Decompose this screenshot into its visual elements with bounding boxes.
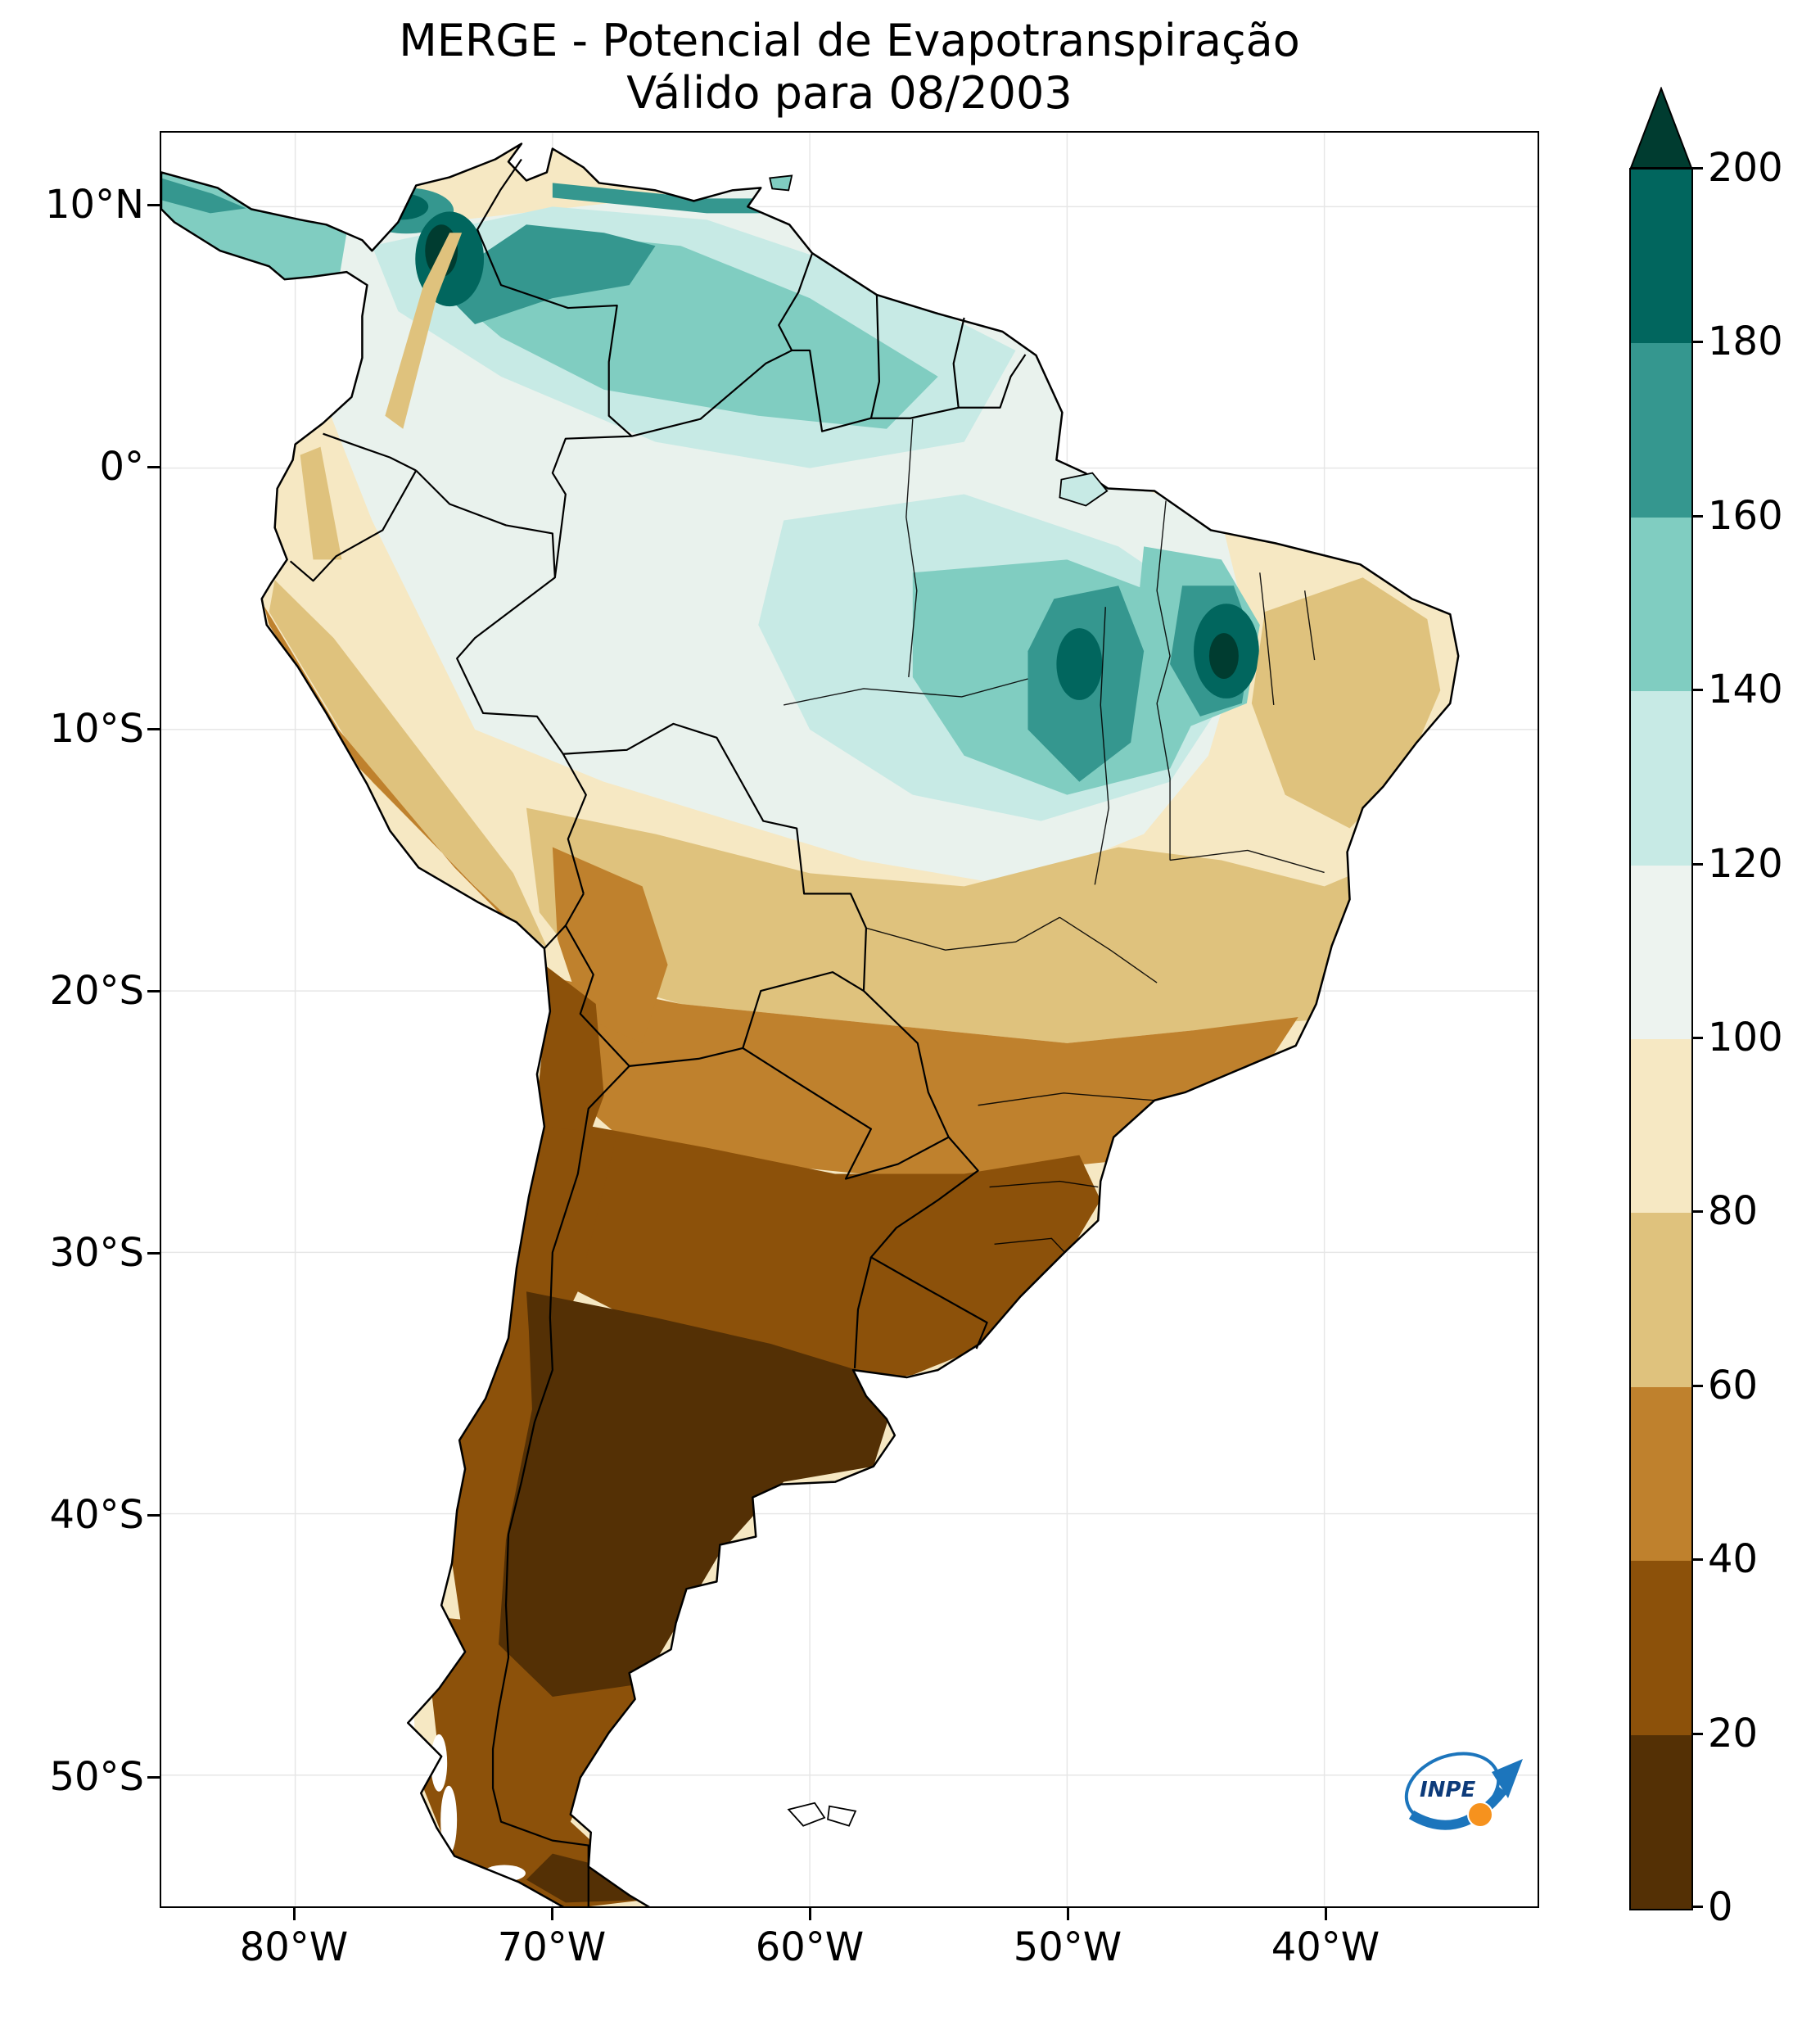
country-borders <box>289 158 1027 1906</box>
lat-tick-label: 10°S <box>49 706 144 752</box>
axis-tick <box>147 466 160 468</box>
colorbar-tick <box>1691 167 1703 170</box>
trinidad-island <box>769 174 793 192</box>
colorbar-extend-arrow <box>1629 87 1693 169</box>
axis-tick <box>551 1908 553 1920</box>
lon-tick-label: 70°W <box>497 1924 607 1970</box>
chart-title-line1: MERGE - Potencial de Evapotranspiração <box>399 15 1300 66</box>
lon-tick-label: 50°W <box>1013 1924 1122 1970</box>
chart-title: MERGE - Potencial de Evapotranspiração V… <box>160 15 1539 120</box>
axis-tick <box>147 728 160 730</box>
lat-tick-label: 10°N <box>45 182 144 228</box>
colorbar-tick-label: 80 <box>1708 1188 1759 1234</box>
chart-title-line2: Válido para 08/2003 <box>626 67 1073 119</box>
colorbar-tick-label: 200 <box>1708 145 1783 191</box>
colorbar-band-40-60 <box>1631 1386 1691 1562</box>
colorbar-tick <box>1691 1037 1703 1039</box>
colorbar-band-180-200 <box>1631 170 1691 344</box>
inpe-logo-orange-sphere <box>1467 1802 1493 1828</box>
colorbar-tick <box>1691 689 1703 691</box>
coastline <box>161 142 1460 1906</box>
islands <box>769 174 1109 1827</box>
colorbar-tick <box>1691 1558 1703 1561</box>
falkland-west-island <box>787 1802 826 1827</box>
inpe-logo-arrowhead <box>1492 1759 1523 1798</box>
colorbar-tick-label: 120 <box>1708 841 1783 887</box>
axis-tick <box>147 1514 160 1517</box>
colorbar-band-20-40 <box>1631 1561 1691 1735</box>
axis-tick <box>1325 1908 1327 1920</box>
inpe-logo-text: INPE <box>1420 1778 1475 1802</box>
lat-tick-label: 50°S <box>49 1754 144 1800</box>
colorbar-band-100-120 <box>1631 865 1691 1040</box>
colorbar-tick-label: 180 <box>1708 319 1783 364</box>
colorbar-band-160-180 <box>1631 343 1691 518</box>
colorbar-tick-label: 20 <box>1708 1711 1759 1756</box>
axis-tick <box>147 990 160 992</box>
south-america-evapotranspiration-map <box>161 133 1538 1906</box>
lat-tick-label: 30°S <box>49 1230 144 1276</box>
state-borders <box>784 418 1325 1253</box>
lon-tick-label: 80°W <box>239 1924 349 1970</box>
axis-tick <box>293 1908 296 1920</box>
inpe-logo: INPE <box>1404 1752 1523 1830</box>
falkland-east-island <box>827 1805 857 1827</box>
axis-tick <box>147 1252 160 1255</box>
lat-tick-label: 40°S <box>49 1492 144 1538</box>
axis-tick <box>1067 1908 1069 1920</box>
colorbar-tick <box>1691 863 1703 866</box>
colorbar-band-120-140 <box>1631 691 1691 866</box>
colorbar-tick-label: 40 <box>1708 1536 1759 1582</box>
colorbar-tick-label: 100 <box>1708 1015 1783 1060</box>
inpe-logo-swoosh <box>1408 1787 1507 1830</box>
colorbar-tick <box>1691 1733 1703 1735</box>
lon-tick-label: 60°W <box>755 1924 865 1970</box>
colorbar-band-0-20 <box>1631 1734 1691 1910</box>
colorbar-tick <box>1691 515 1703 518</box>
axis-tick <box>809 1908 811 1920</box>
colorbar-tick <box>1691 1385 1703 1387</box>
colorbar-tick-label: 140 <box>1708 667 1783 712</box>
colorbar-tick <box>1691 341 1703 343</box>
axis-tick <box>147 204 160 206</box>
colorbar-band-60-80 <box>1631 1213 1691 1387</box>
lat-tick-label: 20°S <box>49 968 144 1014</box>
axis-tick <box>147 1776 160 1779</box>
marajo-island <box>1059 472 1109 507</box>
lat-tick-label: 0° <box>99 444 144 490</box>
colorbar-tick <box>1691 1210 1703 1213</box>
colorbar <box>1629 168 1693 1910</box>
colorbar-tick <box>1691 1906 1703 1908</box>
colorbar-tick-label: 60 <box>1708 1363 1759 1408</box>
colorbar-tick-label: 0 <box>1708 1884 1733 1930</box>
colorbar-tick-label: 160 <box>1708 493 1783 539</box>
evapotranspiration-fill-zones <box>161 172 1441 1906</box>
colorbar-band-140-160 <box>1631 517 1691 692</box>
map-plot-area <box>160 131 1539 1908</box>
colorbar-band-80-100 <box>1631 1039 1691 1214</box>
lon-tick-label: 40°W <box>1271 1924 1380 1970</box>
